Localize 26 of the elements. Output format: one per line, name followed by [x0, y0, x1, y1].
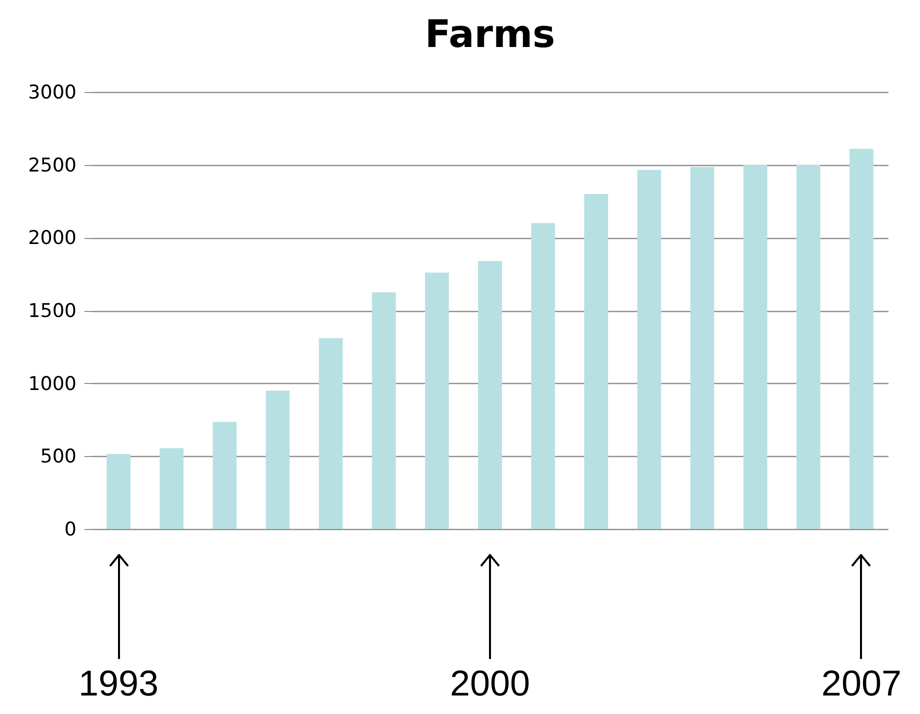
bar [160, 448, 184, 529]
bar [106, 454, 130, 529]
x-tick-label: 1993 [78, 662, 159, 704]
x-tick-label: 2000 [450, 662, 530, 704]
y-tick-label: 3000 [28, 82, 76, 104]
bar [212, 422, 237, 529]
bar [690, 167, 714, 529]
y-tick-label: 2500 [28, 154, 76, 176]
y-tick-label: 1000 [28, 372, 76, 395]
bar [266, 390, 290, 529]
bar [424, 272, 449, 529]
bar [796, 164, 820, 529]
y-tick-label: 2000 [28, 227, 76, 250]
bar [478, 260, 502, 529]
y-tick-label: 1500 [28, 300, 76, 322]
bar [743, 164, 768, 529]
bar [372, 292, 396, 529]
bar [850, 148, 874, 529]
bar [637, 170, 662, 529]
bar [584, 194, 608, 529]
bar [318, 338, 343, 529]
x-tick-label: 2007 [821, 662, 902, 704]
chart-title: Farms [424, 12, 556, 56]
y-tick-label: 500 [40, 446, 76, 468]
y-tick-label: 0 [64, 518, 76, 540]
bar [531, 223, 556, 529]
